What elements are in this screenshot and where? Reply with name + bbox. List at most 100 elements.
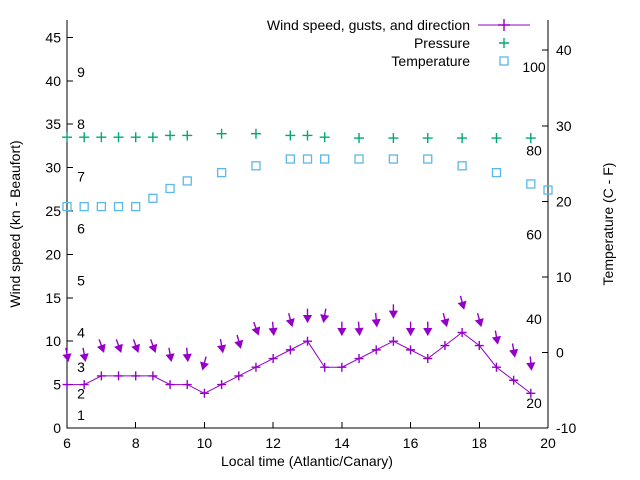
wind-direction-arrow: [388, 304, 398, 319]
arrow-head: [371, 318, 381, 328]
arrow-head: [268, 327, 278, 337]
legend-marker-pressure: [499, 38, 509, 48]
legend-label-wind: Wind speed, gusts, and direction: [267, 17, 470, 33]
arrow-head: [182, 353, 192, 363]
temperature-marker: [113, 201, 124, 212]
wind-direction-arrow: [371, 312, 381, 328]
y-axis-title: Wind speed (kn - Beaufort): [7, 140, 23, 307]
arrow-head: [302, 314, 313, 324]
wind-direction-arrow: [285, 313, 295, 328]
pressure-marker: [319, 132, 330, 143]
arrow-head: [96, 343, 106, 353]
arrow-head: [79, 353, 89, 363]
fahrenheit-label: 80: [526, 143, 542, 159]
wind-direction-arrows: [62, 295, 536, 371]
y-tick-label: 10: [45, 333, 61, 349]
wind-direction-arrow: [165, 347, 175, 363]
wind-speed-marker: [303, 336, 312, 346]
beaufort-label: 1: [77, 407, 85, 423]
beaufort-label: 6: [77, 220, 85, 236]
fahrenheit-label: 40: [526, 311, 542, 327]
arrow-head: [285, 318, 295, 328]
temperature-marker: [251, 161, 261, 171]
wind-direction-arrow: [302, 308, 313, 324]
wind-direction-arrow: [96, 339, 106, 353]
arrow-head: [148, 343, 158, 353]
pressure-marker: [457, 133, 468, 144]
wind-direction-arrow: [114, 339, 123, 353]
y2-tick-label: 30: [556, 118, 572, 134]
beaufort-label: 2: [77, 385, 85, 401]
temperature-marker: [216, 167, 227, 178]
arrow-head: [62, 353, 72, 363]
x-tick-label: 6: [63, 435, 71, 451]
y-tick-label: 35: [45, 116, 61, 132]
wind-speed-marker: [457, 328, 467, 338]
temperature-marker: [320, 154, 330, 164]
arrow-head: [440, 318, 450, 328]
arrow-head: [114, 343, 123, 353]
wind-direction-arrow: [148, 339, 158, 353]
arrow-head: [526, 362, 536, 371]
arrow-head: [337, 327, 347, 337]
wind-speed-marker: [234, 371, 244, 381]
pressure-marker: [182, 130, 193, 141]
wind-speed-marker: [114, 371, 124, 381]
wind-speed-marker: [354, 354, 364, 364]
wind-speed-marker: [388, 336, 398, 346]
fahrenheit-label: 100: [522, 59, 546, 75]
wind-speed-marker: [320, 362, 330, 372]
y2-tick-label: 20: [556, 193, 572, 209]
arrow-head: [388, 310, 398, 319]
wind-speed-marker: [406, 345, 416, 355]
wind-speed-marker: [131, 371, 141, 381]
y-tick-label: 15: [45, 290, 61, 306]
pressure-marker: [388, 133, 399, 144]
wind-speed-marker: [474, 341, 484, 351]
pressure-marker: [285, 130, 296, 141]
temperature-marker: [543, 185, 553, 195]
wind-direction-arrow: [354, 321, 364, 337]
temperature-marker: [491, 167, 502, 178]
arrow-head: [354, 327, 364, 337]
wind-direction-arrow: [337, 321, 347, 337]
beaufort-label: 7: [77, 168, 85, 184]
x-tick-label: 12: [265, 435, 281, 451]
x-tick-label: 10: [197, 435, 213, 451]
y-tick-label: 40: [45, 73, 61, 89]
wind-direction-arrow: [79, 347, 89, 363]
pressure-marker: [216, 128, 227, 139]
y-tick-label: 0: [53, 420, 61, 436]
temperature-marker: [457, 161, 467, 171]
wind-speed-marker: [423, 354, 433, 364]
temperature-marker: [79, 201, 89, 212]
wind-speed-marker: [79, 380, 89, 390]
wind-speed-marker: [165, 380, 175, 390]
arrow-head: [217, 344, 227, 354]
temperature-marker: [182, 176, 192, 186]
wind-speed-marker: [509, 375, 519, 385]
beaufort-scale-labels: 1 2 3 4 5 6 7 8 9: [77, 64, 85, 423]
wind-speed-marker: [217, 380, 227, 390]
arrow-head: [165, 353, 175, 363]
pressure-marker: [130, 132, 141, 143]
plot-frame: [66, 20, 549, 429]
pressure-marker: [96, 132, 107, 143]
y2-axis-title: Temperature (C - F): [600, 163, 616, 286]
wind-direction-arrow: [217, 339, 227, 354]
wind-direction-arrow: [474, 313, 484, 328]
arrow-head: [509, 348, 519, 358]
y-tick-label: 5: [53, 377, 61, 393]
wind-speed-marker: [526, 388, 536, 398]
wind-speed-marker: [268, 354, 278, 364]
pressure-marker: [62, 132, 72, 143]
y-axis-ticks: 0 5 10 15 20 25 30 35 40 45: [45, 29, 73, 436]
wind-speed-marker: [371, 345, 381, 355]
legend-marker-temperature: [499, 56, 509, 66]
chart-legend: Wind speed, gusts, and direction Pressur…: [267, 17, 530, 69]
temperature-marker: [423, 154, 433, 164]
arrow-head: [405, 327, 416, 337]
arrow-head: [251, 326, 261, 336]
arrow-head: [474, 318, 484, 328]
wind-direction-arrow: [491, 330, 501, 345]
